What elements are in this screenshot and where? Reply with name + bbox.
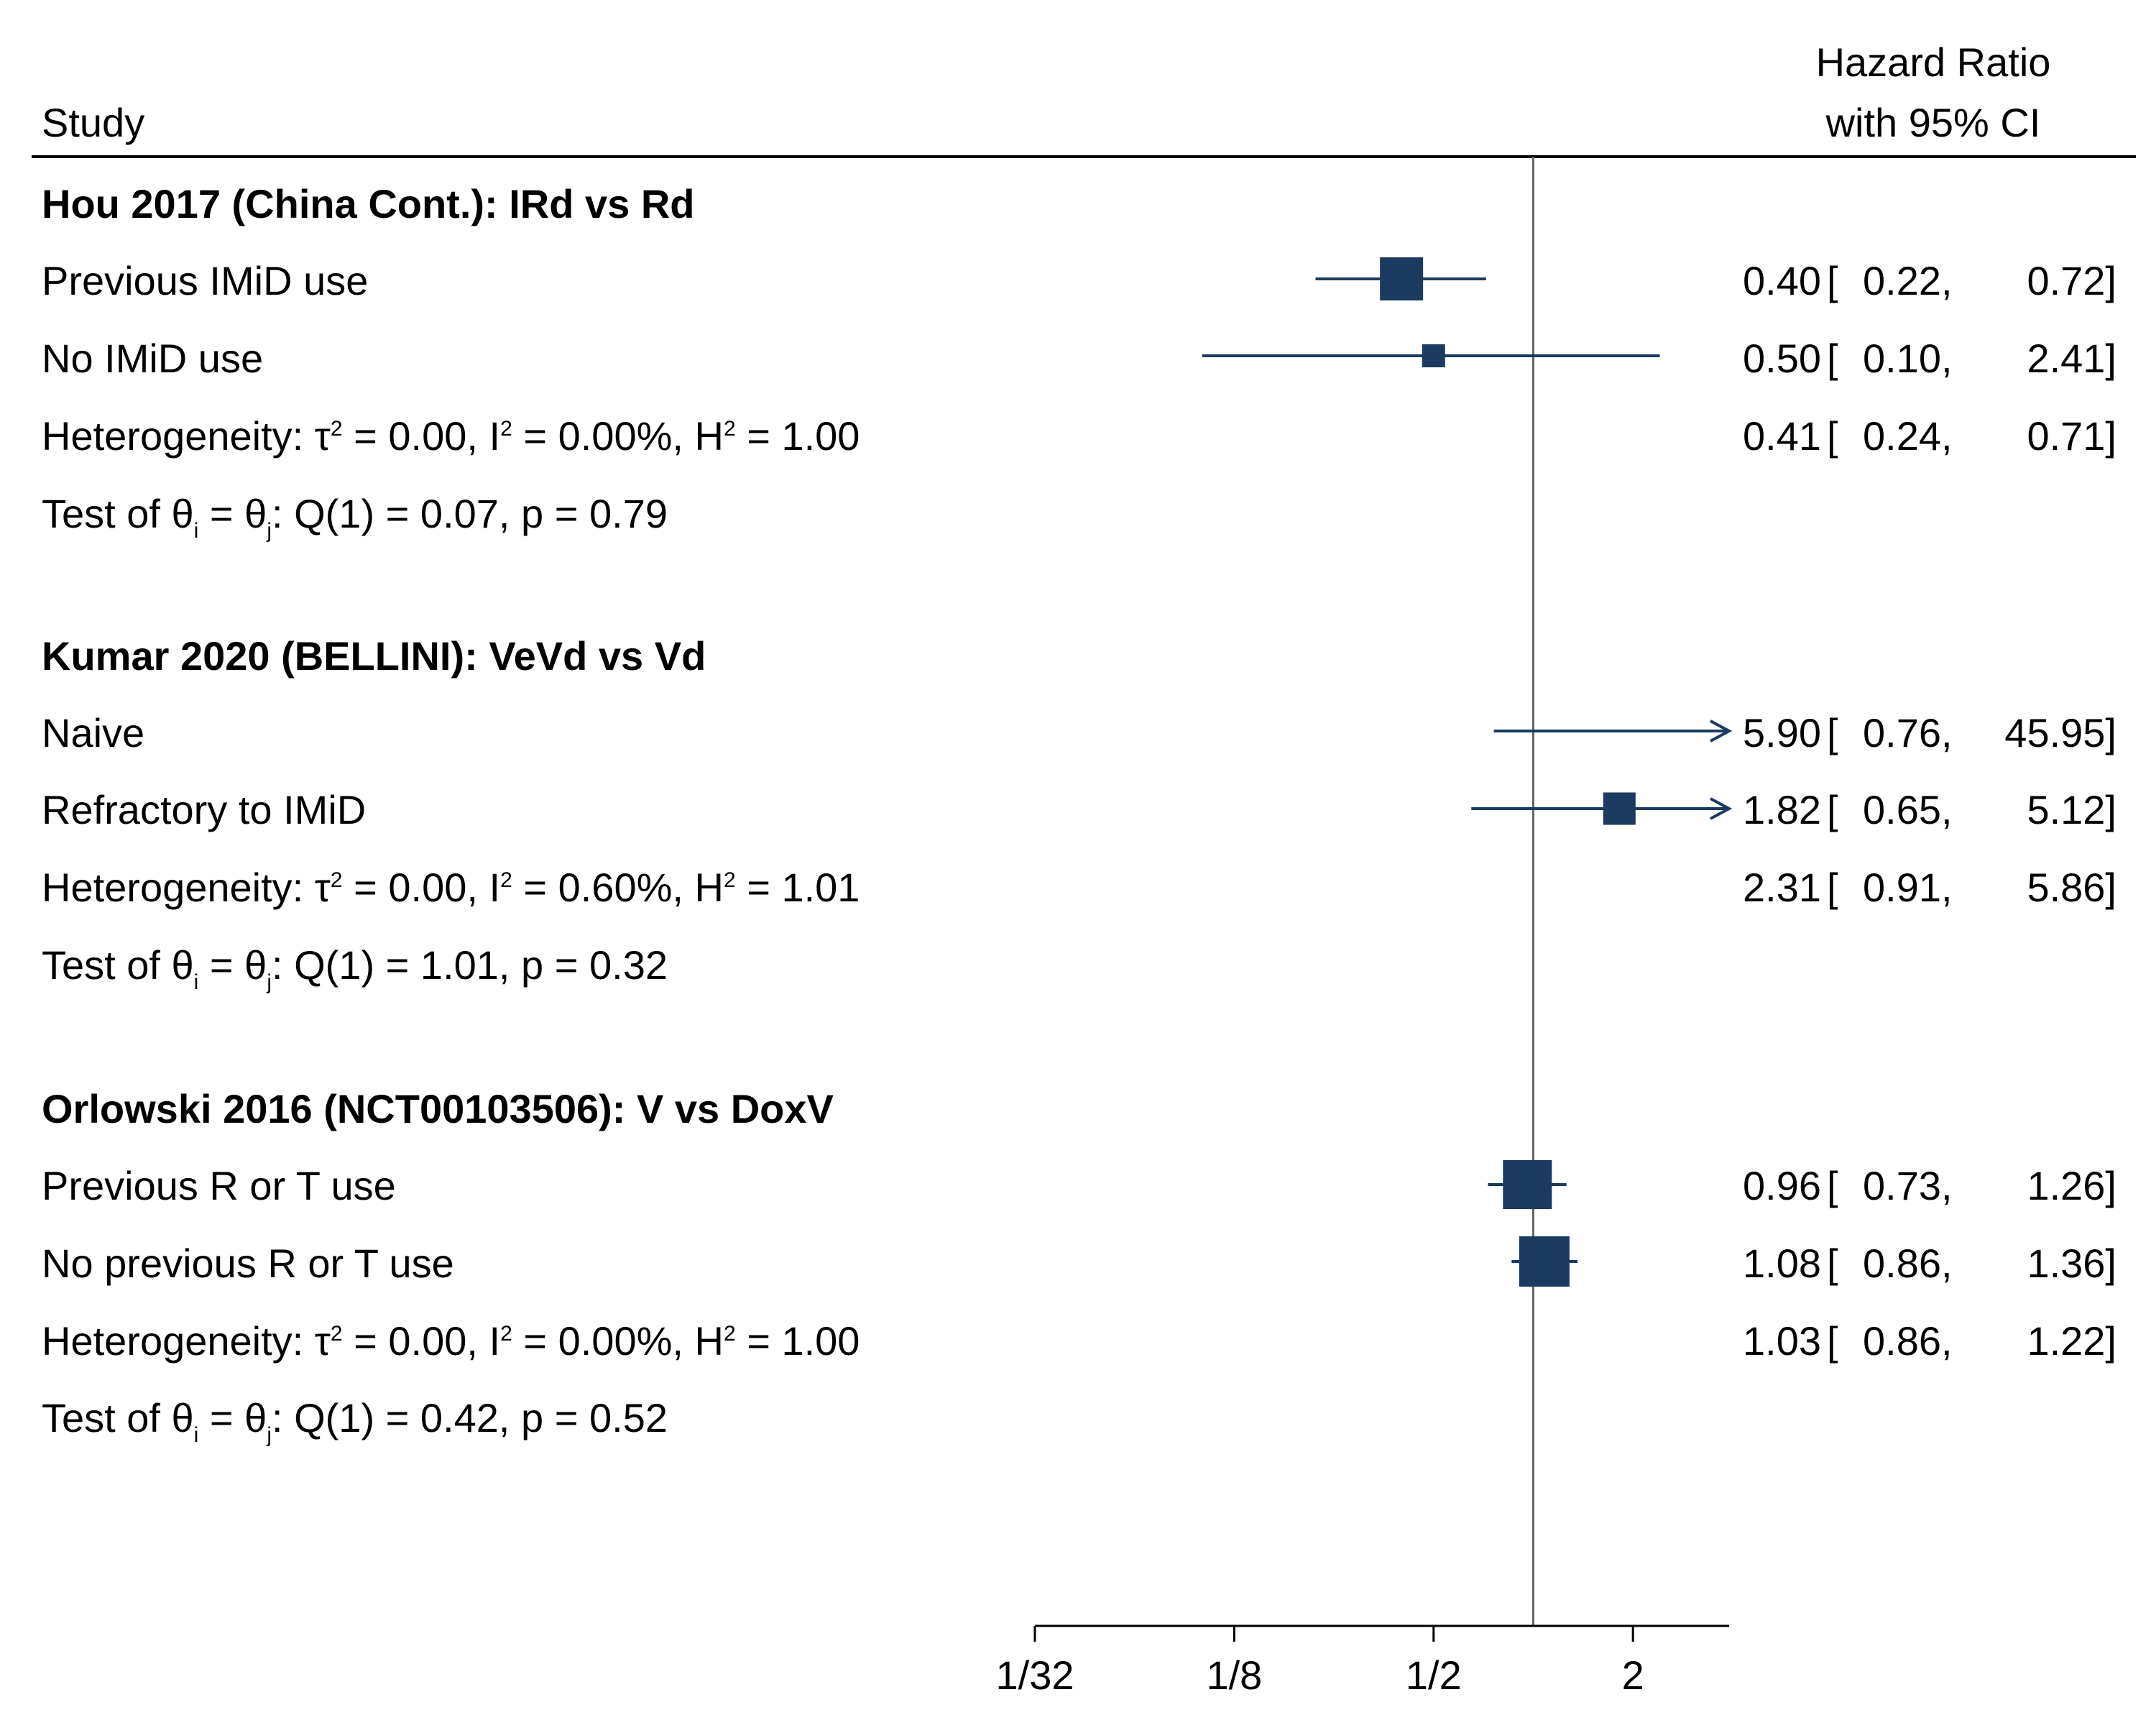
- hr-value: 1.82: [1743, 787, 1821, 832]
- x-tick-label: 1/8: [1206, 1652, 1262, 1698]
- ci-open-bracket: [: [1827, 1241, 1838, 1286]
- forest-marks: [1202, 257, 1733, 1287]
- effect-column-header-line1: Hazard Ratio: [1816, 40, 2051, 85]
- subgroup-block: Kumar 2020 (BELLINI): VeVd vs Vd Naive 5…: [42, 633, 2116, 994]
- ci-open-bracket: [: [1827, 710, 1838, 755]
- ci-upper: 1.26]: [2027, 1163, 2116, 1208]
- x-tick-label: 1/2: [1406, 1652, 1462, 1698]
- ci-upper: 45.95]: [2004, 710, 2116, 755]
- overall-hr-value: 0.41: [1743, 413, 1821, 459]
- x-tick-label: 2: [1622, 1652, 1644, 1698]
- overall-ci-upper: 5.86]: [2027, 865, 2116, 910]
- ci-open-bracket: [: [1827, 1318, 1838, 1364]
- ci-lower: 0.86,: [1863, 1241, 1953, 1286]
- study-column-header: Study: [42, 100, 144, 145]
- point-estimate-square: [1603, 792, 1636, 825]
- ci-lower: 0.10,: [1863, 336, 1953, 381]
- hr-value: 5.90: [1743, 710, 1821, 755]
- ci-lower: 0.76,: [1863, 710, 1953, 755]
- study-label: Previous IMiD use: [42, 258, 368, 303]
- x-axis: 1/32 1/8 1/2 2: [996, 1624, 1729, 1698]
- overall-ci-lower: 0.91,: [1863, 865, 1953, 910]
- ci-lower: 0.65,: [1863, 787, 1953, 832]
- hr-value: 0.50: [1743, 336, 1821, 381]
- subgroup-title: Kumar 2020 (BELLINI): VeVd vs Vd: [42, 633, 706, 679]
- ci-open-bracket: [: [1827, 336, 1838, 381]
- x-tick-label: 1/32: [996, 1652, 1074, 1698]
- point-estimate-square: [1380, 257, 1424, 300]
- heterogeneity-text: Heterogeneity: τ2 = 0.00, I2 = 0.00%, H2…: [42, 1318, 860, 1364]
- hr-value: 0.96: [1743, 1163, 1821, 1208]
- overall-ci-lower: 0.86,: [1863, 1318, 1953, 1364]
- overall-ci-upper: 1.22]: [2027, 1318, 2116, 1364]
- ci-open-bracket: [: [1827, 1163, 1838, 1208]
- ci-upper: 0.72]: [2027, 258, 2116, 303]
- ci-arrow: [1710, 720, 1733, 743]
- homogeneity-test-text: Test of θi = θj: Q(1) = 0.07, p = 0.79: [42, 491, 668, 543]
- subgroup-title: Orlowski 2016 (NCT00103506): V vs DoxV: [42, 1086, 834, 1131]
- point-estimate-square: [1519, 1236, 1570, 1287]
- heterogeneity-text: Heterogeneity: τ2 = 0.00, I2 = 0.00%, H2…: [42, 413, 860, 459]
- subgroup-block: Hou 2017 (China Cont.): IRd vs Rd Previo…: [42, 181, 2116, 543]
- ci-open-bracket: [: [1827, 787, 1838, 832]
- study-label: Previous R or T use: [42, 1163, 396, 1208]
- overall-hr-value: 2.31: [1743, 865, 1821, 910]
- effect-column-header-line2: with 95% CI: [1825, 100, 2041, 145]
- ci-open-bracket: [: [1827, 413, 1838, 459]
- point-estimate-square: [1503, 1160, 1552, 1209]
- ci-upper: 5.12]: [2027, 787, 2116, 832]
- ci-upper: 1.36]: [2027, 1241, 2116, 1286]
- heterogeneity-text: Heterogeneity: τ2 = 0.00, I2 = 0.60%, H2…: [42, 865, 860, 910]
- study-label: No IMiD use: [42, 336, 263, 381]
- ci-open-bracket: [: [1827, 865, 1838, 910]
- overall-ci-lower: 0.24,: [1863, 413, 1953, 459]
- homogeneity-test-text: Test of θi = θj: Q(1) = 0.42, p = 0.52: [42, 1395, 668, 1447]
- ci-open-bracket: [: [1827, 258, 1838, 303]
- study-label: No previous R or T use: [42, 1241, 454, 1286]
- homogeneity-test-text: Test of θi = θj: Q(1) = 1.01, p = 0.32: [42, 942, 668, 994]
- study-label: Refractory to IMiD: [42, 787, 366, 832]
- overall-ci-upper: 0.71]: [2027, 413, 2116, 459]
- subgroup-title: Hou 2017 (China Cont.): IRd vs Rd: [42, 181, 695, 226]
- study-label: Naive: [42, 710, 144, 755]
- ci-upper: 2.41]: [2027, 336, 2116, 381]
- ci-lower: 0.73,: [1863, 1163, 1953, 1208]
- point-estimate-square: [1422, 344, 1445, 367]
- subgroup-block: Orlowski 2016 (NCT00103506): V vs DoxV P…: [42, 1086, 2116, 1447]
- ci-lower: 0.22,: [1863, 258, 1953, 303]
- ci-arrow: [1710, 797, 1733, 820]
- overall-hr-value: 1.03: [1743, 1318, 1821, 1364]
- hr-value: 1.08: [1743, 1241, 1821, 1286]
- hr-value: 0.40: [1743, 258, 1821, 303]
